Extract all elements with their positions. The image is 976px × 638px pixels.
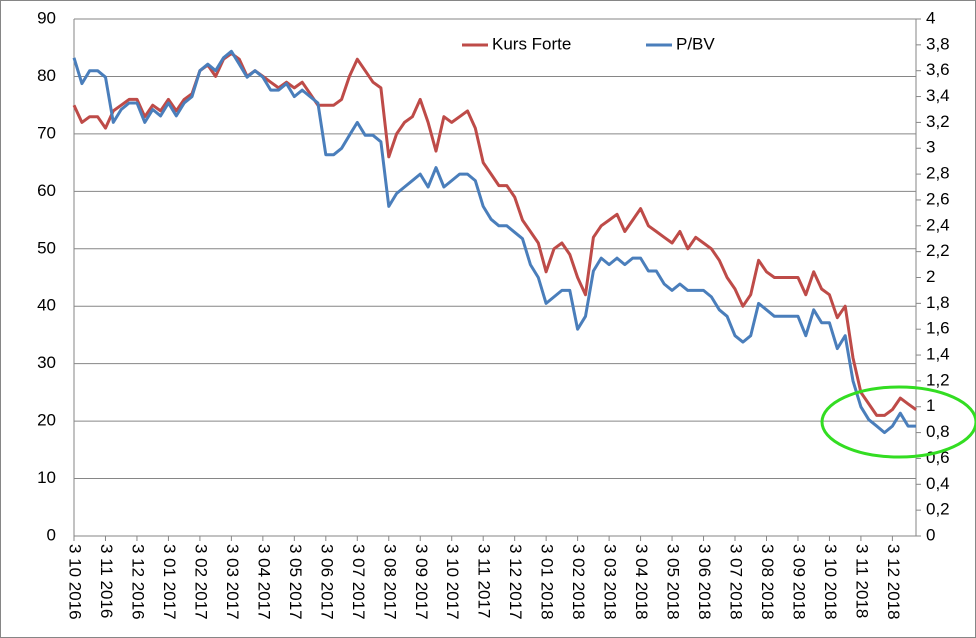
x-tick-label: 3 11 2017 xyxy=(475,544,494,618)
x-tick-label: 3 07 2017 xyxy=(349,544,368,620)
x-tick-label: 3 02 2017 xyxy=(191,544,210,620)
y2-tick-label: 1,8 xyxy=(926,293,950,312)
y2-tick-label: 0 xyxy=(926,525,935,544)
legend-label: P/BV xyxy=(676,34,715,53)
x-tick-label: 3 01 2018 xyxy=(538,544,557,620)
x-tick-label: 3 01 2017 xyxy=(160,544,179,620)
y-tick-label: 10 xyxy=(37,468,56,487)
x-tick-label: 3 03 2018 xyxy=(601,544,620,620)
y2-tick-label: 3 xyxy=(926,138,935,157)
x-tick-label: 3 06 2018 xyxy=(695,544,714,620)
x-tick-label: 3 10 2017 xyxy=(443,544,462,620)
series-line xyxy=(72,52,917,417)
highlight-ellipse xyxy=(820,385,976,459)
legend-label: Kurs Forte xyxy=(492,34,571,53)
x-tick-label: 3 07 2018 xyxy=(727,544,746,620)
x-tick-label: 3 05 2018 xyxy=(664,544,683,620)
x-tick-label: 3 10 2018 xyxy=(821,544,840,620)
x-tick-label: 3 02 2018 xyxy=(569,544,588,620)
y2-tick-label: 1 xyxy=(926,396,935,415)
y-tick-label: 80 xyxy=(37,66,56,85)
y2-tick-label: 2,6 xyxy=(926,189,950,208)
y2-tick-label: 0,2 xyxy=(926,500,950,519)
y-tick-label: 20 xyxy=(37,411,56,430)
y2-tick-label: 1,4 xyxy=(926,345,950,364)
y2-tick-label: 3,2 xyxy=(926,112,950,131)
y2-tick-label: 4 xyxy=(926,8,935,27)
x-tick-label: 3 11 2018 xyxy=(852,544,871,618)
y2-tick-label: 3,8 xyxy=(926,34,950,53)
x-tick-label: 3 11 2016 xyxy=(97,544,116,618)
x-tick-label: 3 12 2018 xyxy=(884,544,903,620)
x-tick-label: 3 03 2017 xyxy=(223,544,242,620)
x-tick-label: 3 12 2016 xyxy=(128,544,147,620)
x-tick-label: 3 10 2016 xyxy=(66,544,85,620)
x-tick-label: 3 08 2018 xyxy=(758,544,777,620)
x-tick-label: 3 12 2017 xyxy=(506,544,525,620)
x-tick-label: 3 06 2017 xyxy=(317,544,336,620)
y2-tick-label: 2,8 xyxy=(926,164,950,183)
y2-tick-label: 2 xyxy=(926,267,935,286)
y-tick-label: 70 xyxy=(37,123,56,142)
y-tick-label: 60 xyxy=(37,181,56,200)
x-tick-label: 3 09 2017 xyxy=(412,544,431,620)
y2-tick-label: 0,4 xyxy=(926,474,950,493)
x-tick-label: 3 08 2017 xyxy=(380,544,399,620)
y-tick-label: 30 xyxy=(37,353,56,372)
y2-tick-label: 0,8 xyxy=(926,422,950,441)
y2-tick-label: 3,6 xyxy=(926,60,950,79)
x-tick-label: 3 04 2017 xyxy=(254,544,273,620)
y-tick-label: 50 xyxy=(37,238,56,257)
y2-tick-label: 2,4 xyxy=(926,215,950,234)
x-tick-label: 3 09 2018 xyxy=(789,544,808,620)
x-tick-label: 3 05 2017 xyxy=(286,544,305,620)
y2-tick-label: 2,2 xyxy=(926,241,950,260)
y2-tick-label: 1,2 xyxy=(926,370,950,389)
y2-tick-label: 3,4 xyxy=(926,86,950,105)
x-tick-label: 3 04 2018 xyxy=(632,544,651,620)
series-line xyxy=(72,49,916,435)
y-tick-label: 90 xyxy=(37,8,56,27)
y-tick-label: 0 xyxy=(47,525,56,544)
y-tick-label: 40 xyxy=(37,296,56,315)
y2-tick-label: 1,6 xyxy=(926,319,950,338)
